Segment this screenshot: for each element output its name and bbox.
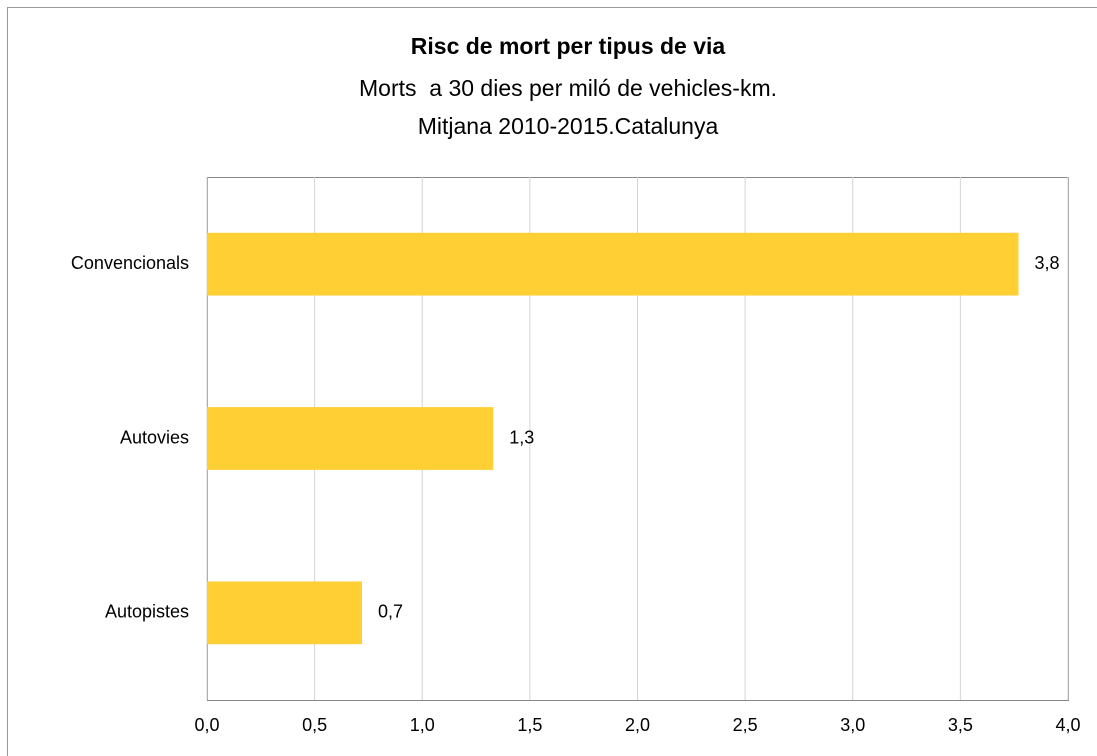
data-label: 1,3 [509, 427, 534, 447]
y-tick-label: Convencionals [71, 253, 189, 273]
x-tick-label: 0,0 [194, 715, 219, 735]
x-tick-label: 2,5 [733, 715, 758, 735]
chart-title: Risc de mort per tipus de via [411, 33, 726, 59]
x-tick-label: 2,0 [625, 715, 650, 735]
x-tick-label: 3,0 [840, 715, 865, 735]
chart-subtitle: Morts a 30 dies per miló de vehicles-km. [359, 75, 777, 101]
x-tick-label: 1,5 [517, 715, 542, 735]
y-tick-label: Autovies [120, 427, 189, 447]
chart-subtitle: Mitjana 2010-2015.Catalunya [418, 113, 719, 139]
x-tick-label: 4,0 [1055, 715, 1080, 735]
y-tick-label: Autopistes [105, 602, 189, 622]
bar [207, 232, 1019, 296]
x-tick-label: 3,5 [948, 715, 973, 735]
data-label: 0,7 [378, 602, 403, 622]
x-tick-label: 1,0 [410, 715, 435, 735]
x-tick-label: 0,5 [302, 715, 327, 735]
bar [207, 581, 362, 645]
data-label: 3,8 [1034, 253, 1059, 273]
bar [207, 407, 494, 470]
